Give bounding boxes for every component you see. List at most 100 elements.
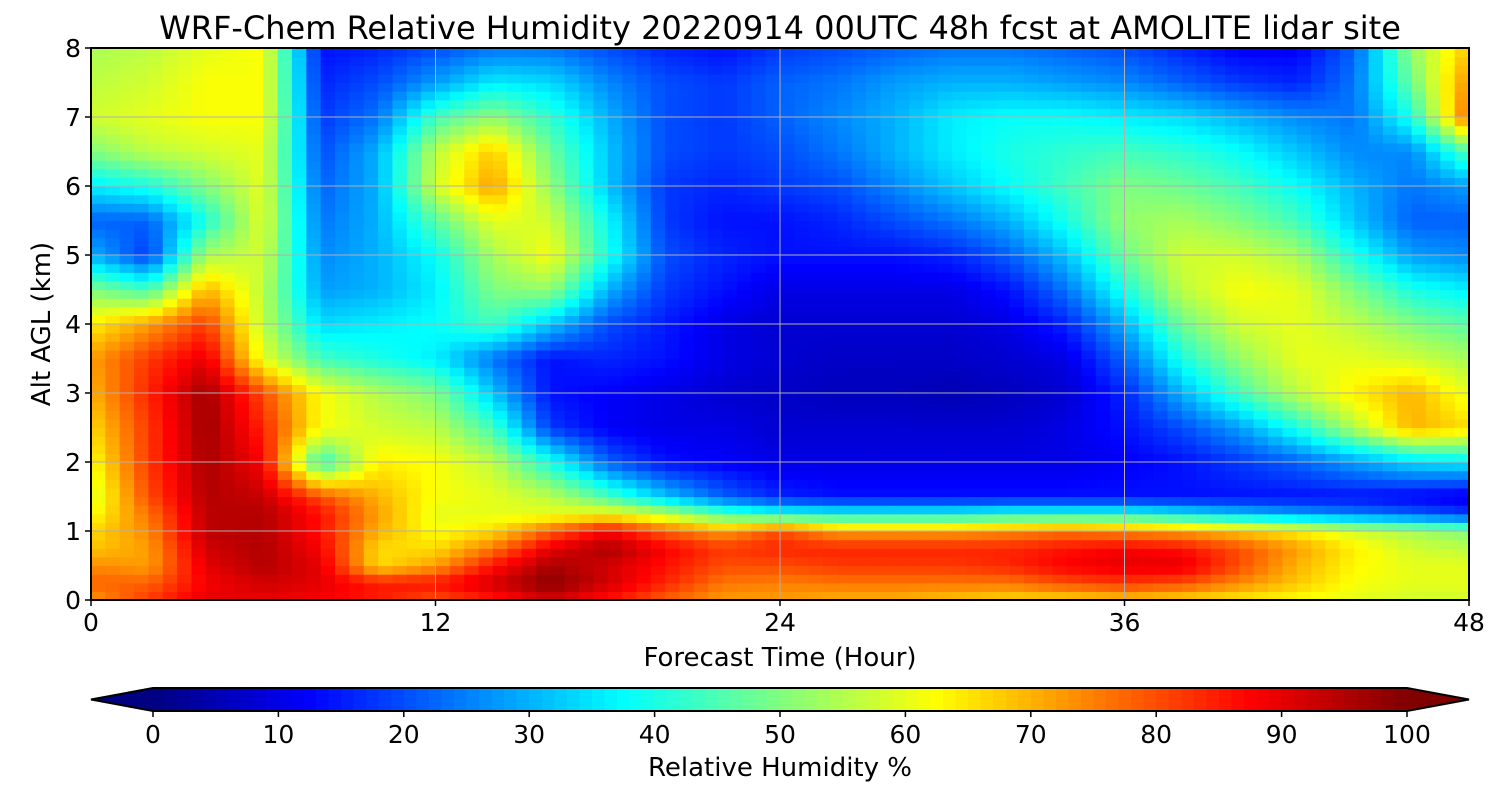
heatmap-cell: [679, 462, 695, 472]
heatmap-cell: [794, 393, 810, 403]
heatmap-cell: [521, 263, 537, 273]
heatmap-cell: [1397, 427, 1413, 437]
heatmap-cell: [1081, 194, 1097, 204]
heatmap-cell: [995, 255, 1011, 265]
heatmap-cell: [894, 565, 910, 575]
heatmap-cell: [823, 186, 839, 196]
heatmap-cell: [909, 384, 925, 394]
heatmap-cell: [1268, 186, 1283, 196]
heatmap-cell: [248, 384, 264, 394]
heatmap-cell: [593, 505, 609, 515]
heatmap-cell: [1181, 211, 1197, 222]
heatmap-cell: [650, 255, 666, 265]
heatmap-cell: [105, 151, 121, 161]
heatmap-cell: [837, 574, 853, 584]
heatmap-cell: [909, 375, 925, 385]
heatmap-cell: [105, 462, 121, 472]
heatmap-cell: [1296, 315, 1312, 325]
heatmap-cell: [478, 574, 494, 584]
heatmap-cell: [1138, 186, 1154, 196]
heatmap-cell: [134, 522, 150, 532]
heatmap-cell: [1368, 349, 1384, 360]
heatmap-cell: [1124, 453, 1140, 463]
heatmap-cell: [1454, 410, 1469, 420]
heatmap-cell: [765, 237, 781, 247]
heatmap-cell: [1038, 194, 1054, 204]
heatmap-cell: [277, 168, 293, 178]
heatmap-cell: [650, 513, 666, 523]
heatmap-cell: [277, 298, 293, 308]
heatmap-cell: [1282, 211, 1298, 222]
heatmap-cell: [1167, 358, 1183, 368]
heatmap-cell: [794, 246, 810, 256]
heatmap-cell: [837, 246, 853, 256]
heatmap-cell: [1052, 462, 1068, 472]
heatmap-cell: [866, 186, 882, 196]
heatmap-cell: [980, 203, 996, 213]
heatmap-cell: [1067, 306, 1083, 316]
heatmap-cell: [607, 410, 623, 420]
heatmap-cell: [507, 229, 523, 239]
heatmap-cell: [1239, 315, 1255, 325]
heatmap-cell: [1411, 410, 1427, 420]
heatmap-cell: [995, 487, 1011, 498]
heatmap-cell: [650, 496, 666, 506]
heatmap-cell: [1296, 194, 1312, 204]
heatmap-cell: [665, 151, 681, 161]
heatmap-cell: [478, 436, 494, 446]
heatmap-cell: [392, 151, 408, 161]
heatmap-cell: [923, 591, 939, 600]
heatmap-cell: [134, 186, 150, 196]
heatmap-cell: [248, 168, 264, 178]
heatmap-cell: [1325, 574, 1341, 584]
heatmap-cell: [1425, 298, 1441, 308]
heatmap-cell: [679, 220, 695, 230]
heatmap-cell: [1124, 470, 1140, 480]
heatmap-cell: [909, 513, 925, 523]
heatmap-cell: [679, 194, 695, 204]
heatmap-cell: [1296, 418, 1312, 429]
heatmap-cell: [162, 384, 178, 394]
heatmap-cell: [1153, 410, 1169, 420]
heatmap-cell: [1253, 349, 1269, 360]
heatmap-cell: [349, 332, 365, 342]
heatmap-cell: [306, 272, 322, 282]
heatmap-cell: [363, 168, 379, 178]
heatmap-cell: [665, 203, 681, 213]
heatmap-cell: [593, 591, 609, 600]
heatmap-cell: [650, 280, 666, 291]
heatmap-cell: [378, 151, 394, 161]
heatmap-cell: [291, 427, 307, 437]
heatmap-cell: [234, 531, 250, 541]
heatmap-cell: [162, 263, 178, 273]
heatmap-cell: [1397, 556, 1413, 567]
heatmap-cell: [995, 272, 1011, 282]
heatmap-cell: [837, 522, 853, 532]
heatmap-cell: [1196, 513, 1212, 523]
heatmap-cell: [392, 513, 408, 523]
heatmap-cell: [119, 531, 135, 541]
heatmap-cell: [1296, 444, 1312, 454]
heatmap-cell: [765, 444, 781, 454]
heatmap-cell: [234, 246, 250, 256]
heatmap-cell: [966, 211, 982, 222]
heatmap-cell: [464, 160, 480, 170]
heatmap-cell: [780, 289, 795, 299]
heatmap-cell: [1138, 487, 1154, 498]
heatmap-cell: [995, 194, 1011, 204]
heatmap-cell: [535, 522, 551, 532]
heatmap-cell: [1081, 186, 1097, 196]
heatmap-cell: [1368, 418, 1384, 429]
heatmap-cell: [1440, 229, 1456, 239]
heatmap-cell: [263, 556, 279, 567]
heatmap-cell: [464, 462, 480, 472]
heatmap-cell: [492, 280, 508, 291]
heatmap-cell: [119, 462, 135, 472]
heatmap-cell: [134, 341, 150, 351]
heatmap-cell: [392, 186, 408, 196]
heatmap-cell: [665, 272, 681, 282]
heatmap-cell: [1095, 280, 1111, 291]
heatmap-cell: [1339, 367, 1355, 377]
heatmap-cell: [550, 332, 566, 342]
heatmap-cell: [937, 453, 953, 463]
